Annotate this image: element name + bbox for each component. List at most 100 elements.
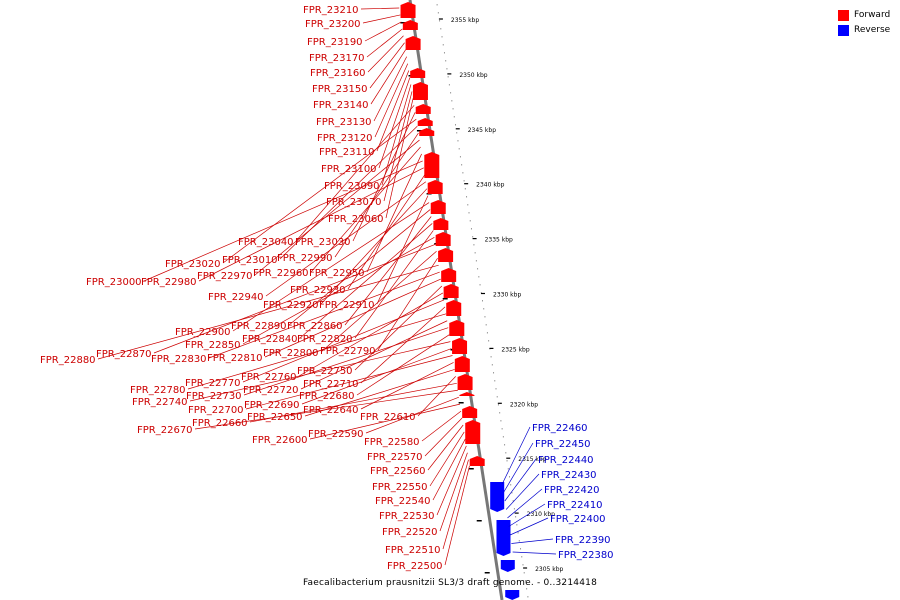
scale-dot: [451, 100, 453, 102]
reverse-leader-line: [505, 473, 540, 510]
forward-gene-label: FPR_22820: [297, 334, 353, 345]
scale-dot: [516, 524, 518, 526]
forward-gene-feature: [433, 218, 449, 230]
forward-leader-line: [444, 465, 470, 566]
forward-gene-label: FPR_23120: [317, 133, 373, 144]
forward-gene-label: FPR_23110: [319, 147, 375, 158]
scale-dot: [463, 180, 465, 182]
forward-gene-label: FPR_22960: [253, 268, 309, 279]
scale-dot: [507, 468, 509, 470]
scale-dot: [442, 44, 444, 46]
forward-leader-line: [378, 77, 411, 169]
forward-gene-label: FPR_23200: [305, 19, 361, 30]
forward-gene-feature: [402, 20, 418, 30]
scale-dot: [474, 252, 476, 254]
scale-dot: [485, 324, 487, 326]
scale-dot: [504, 444, 506, 446]
forward-gene-label: FPR_23040: [238, 237, 294, 248]
scale-dot: [477, 268, 479, 270]
scale-dot: [468, 212, 470, 214]
scale-dot: [515, 516, 517, 518]
forward-gene-feature: [454, 356, 470, 372]
scale-dot: [459, 156, 461, 158]
forward-gene-feature: [419, 128, 435, 136]
forward-gene-label: FPR_23030: [295, 237, 351, 248]
scale-dot: [436, 4, 438, 6]
forward-gene-label: FPR_23060: [328, 214, 384, 225]
forward-gene-label: FPR_22990: [277, 253, 333, 264]
forward-leader-line: [385, 98, 414, 219]
forward-leader-line: [187, 313, 447, 390]
reverse-swatch: [838, 24, 849, 36]
forward-leader-line: [354, 230, 434, 339]
reverse-gene-label: FPR_22420: [544, 485, 600, 496]
forward-gene-label: FPR_22690: [244, 400, 300, 411]
forward-leader-line: [143, 160, 423, 282]
forward-leader-line: [427, 424, 464, 471]
forward-gene-label: FPR_22930: [290, 285, 346, 296]
forward-leader-line: [299, 223, 433, 339]
reverse-leader-line: [507, 488, 543, 519]
forward-gene-feature: [438, 248, 454, 262]
scale-dot: [488, 340, 490, 342]
scale-dot: [524, 580, 526, 582]
feature-marker: [442, 298, 448, 300]
legend-forward: Forward: [838, 9, 890, 21]
forward-leader-line: [362, 14, 401, 24]
reverse-gene-feature: [490, 482, 505, 512]
forward-gene-label: FPR_22510: [385, 545, 441, 556]
scale-dot: [469, 220, 471, 222]
forward-gene-feature: [446, 300, 462, 316]
forward-leader-line: [383, 91, 413, 202]
forward-gene-feature: [443, 284, 459, 298]
forward-leader-line: [373, 56, 407, 122]
forward-leader-line: [367, 35, 404, 73]
forward-gene-label: FPR_22700: [188, 405, 244, 416]
feature-marker: [400, 22, 406, 24]
forward-gene-feature: [424, 152, 440, 178]
scale-dot: [457, 140, 459, 142]
reverse-leader-line: [512, 551, 557, 555]
forward-gene-label: FPR_23000: [86, 277, 142, 288]
forward-gene-label: FPR_22880: [40, 355, 96, 366]
forward-leader-line: [369, 42, 405, 89]
forward-gene-label: FPR_22900: [175, 327, 231, 338]
scale-dot: [513, 508, 515, 510]
forward-gene-label: FPR_22590: [308, 429, 364, 440]
scale-dot: [497, 404, 499, 406]
scale-dot: [496, 396, 498, 398]
forward-leader-line: [364, 21, 402, 42]
forward-gene-label: FPR_22790: [320, 346, 376, 357]
forward-leader-line: [304, 369, 455, 417]
forward-gene-label: FPR_22710: [303, 379, 359, 390]
forward-gene-label: FPR_23130: [316, 117, 372, 128]
forward-leader-line: [153, 243, 436, 354]
forward-leader-line: [309, 403, 461, 440]
scale-tick-label: 2340 kbp: [476, 182, 504, 189]
reverse-gene-label: FPR_22440: [538, 455, 594, 466]
forward-leader-line: [429, 431, 465, 487]
feature-marker: [476, 520, 482, 522]
forward-gene-label: FPR_22920: [263, 300, 319, 311]
forward-gene-feature: [410, 68, 426, 78]
scale-tick-label: 2330 kbp: [493, 292, 521, 299]
forward-leader-line: [300, 320, 448, 390]
forward-gene-label: FPR_22910: [319, 300, 375, 311]
reverse-leader-line: [511, 538, 554, 544]
legend: Forward Reverse: [838, 9, 890, 39]
forward-gene-label: FPR_22550: [372, 482, 428, 493]
reverse-leader-line: [509, 517, 549, 536]
reverse-gene-label: FPR_22450: [535, 439, 591, 450]
forward-leader-line: [376, 70, 410, 152]
forward-leader-line: [360, 362, 454, 410]
scale-dot: [520, 548, 522, 550]
scale-dot: [439, 20, 441, 22]
scale-dot: [453, 116, 455, 118]
forward-gene-label: FPR_22570: [367, 452, 423, 463]
forward-gene-feature: [469, 456, 485, 466]
forward-gene-feature: [427, 180, 443, 194]
forward-leader-line: [208, 271, 440, 359]
forward-gene-feature: [465, 420, 481, 444]
reverse-gene-feature: [500, 560, 515, 572]
